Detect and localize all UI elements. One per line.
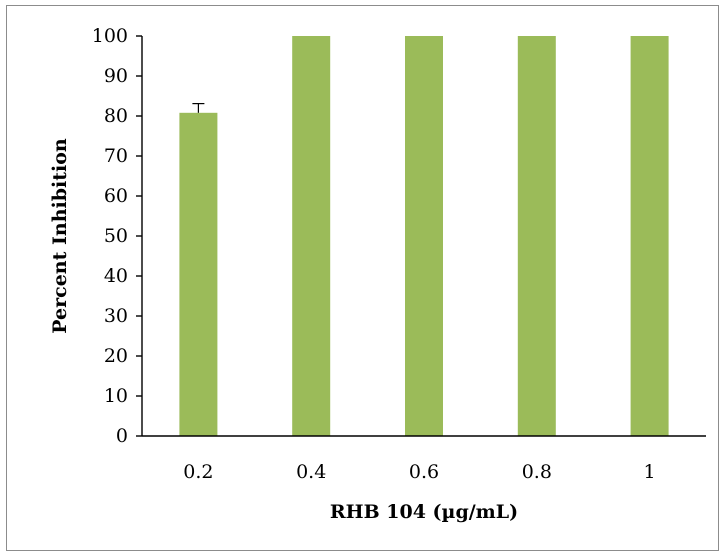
error-bars-group — [192, 102, 205, 113]
y-tick-label: 80 — [104, 105, 128, 127]
y-axis-title: Percent Inhibition — [49, 138, 71, 334]
bar-0.4 — [292, 36, 331, 436]
y-tick-label: 30 — [104, 305, 128, 327]
y-tick-label: 40 — [104, 265, 128, 287]
y-tick-label: 50 — [104, 225, 128, 247]
y-tick-label: 0 — [116, 425, 128, 447]
x-axis-title: RHB 104 (µg/mL) — [330, 501, 518, 523]
x-tick-label: 0.6 — [409, 461, 439, 483]
bar-0.6 — [405, 36, 443, 436]
y-tick-label: 70 — [104, 145, 128, 167]
chart-frame — [6, 5, 719, 551]
x-tick-label: 0.2 — [183, 461, 213, 483]
bar-0.2 — [179, 112, 218, 437]
bars-group — [179, 36, 669, 437]
bar-1 — [630, 36, 669, 436]
y-tick-label: 90 — [104, 65, 128, 87]
x-axis-tick-labels: 0.2 0.4 0.6 0.8 1 — [183, 461, 655, 483]
y-tick-label: 10 — [104, 385, 128, 407]
x-tick-label: 0.4 — [296, 461, 326, 483]
x-tick-label: 0.8 — [522, 461, 552, 483]
x-tick-label: 1 — [644, 461, 656, 483]
y-tick-label: 100 — [92, 25, 128, 47]
y-tick-label: 20 — [104, 345, 128, 367]
bar-0.8 — [517, 36, 556, 436]
y-axis-ticks: 0 10 20 30 40 50 60 70 80 90 100 — [92, 25, 142, 447]
y-tick-label: 60 — [104, 185, 128, 207]
